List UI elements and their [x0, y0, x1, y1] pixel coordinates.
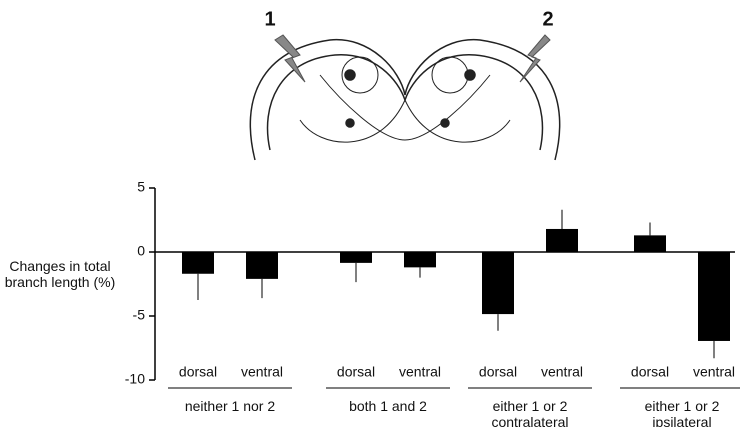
x-tick-label: ventral [541, 364, 583, 380]
x-tick-label: dorsal [179, 364, 217, 380]
bar [182, 252, 214, 274]
bar [404, 252, 436, 267]
bar [698, 252, 730, 341]
x-tick-label: dorsal [337, 364, 375, 380]
x-tick-label: ventral [693, 364, 735, 380]
figure: 1 2 -10 -5 0 5 dorsal ventral dorsal ventral dor… [0, 0, 740, 427]
spinal-cord-diagram [250, 35, 559, 160]
bar [546, 229, 578, 252]
bar [634, 235, 666, 252]
y-tick-label: 0 [137, 243, 145, 259]
group-label: both 1 and 2 [328, 398, 448, 414]
y-tick-label: 5 [137, 179, 145, 195]
stimulus-label: 1 [264, 8, 275, 30]
stimulus-label: 2 [542, 8, 553, 30]
x-tick-label: dorsal [631, 364, 669, 380]
bar [340, 252, 372, 263]
y-tick-label: -10 [125, 371, 145, 387]
bar [482, 252, 514, 314]
x-tick-label: ventral [399, 364, 441, 380]
y-tick-label: -5 [133, 307, 146, 323]
group-label: either 1 or 2 contralateral [470, 398, 590, 427]
group-label: either 1 or 2 ipsilateral [622, 398, 740, 427]
bar [246, 252, 278, 279]
y-axis-label: Changes in total branch length (%) [0, 258, 120, 290]
x-tick-label: dorsal [479, 364, 517, 380]
group-label: neither 1 nor 2 [170, 398, 290, 414]
x-tick-label: ventral [241, 364, 283, 380]
chart: 1 2 -10 -5 0 5 dorsal ventral dorsal ventral dor… [0, 0, 740, 427]
